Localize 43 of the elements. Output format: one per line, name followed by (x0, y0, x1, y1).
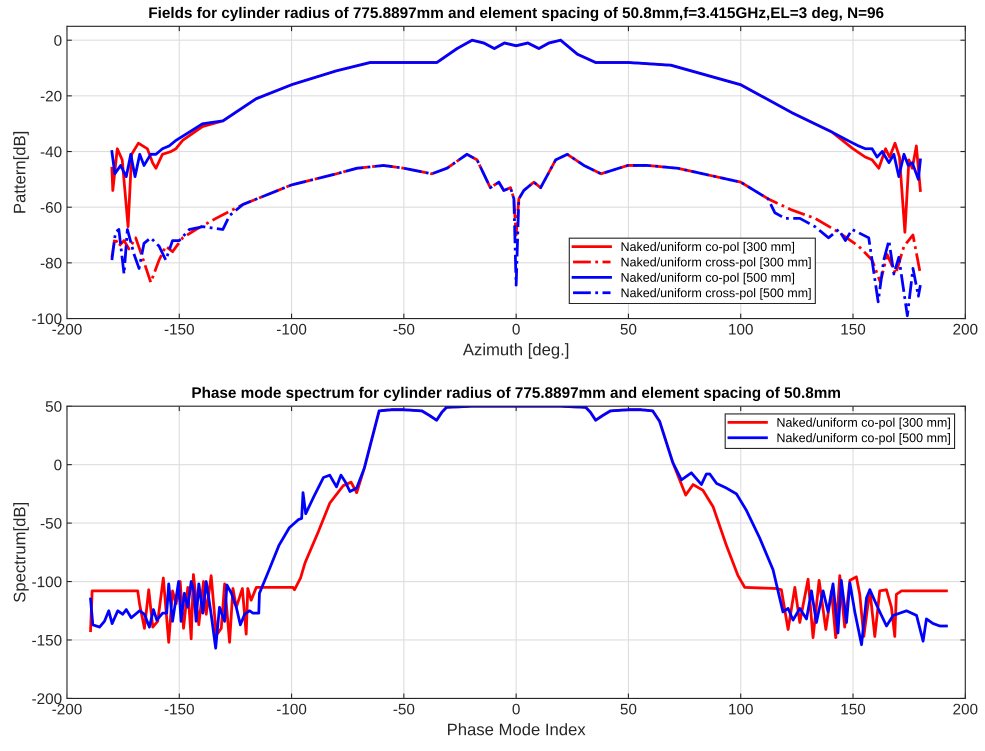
x-tick-label: -150 (164, 704, 194, 715)
x-tick-label: -100 (276, 324, 306, 335)
legend-label: Naked/uniform co-pol [500 mm] (622, 272, 794, 284)
legend-label: Naked/uniform co-pol [300 mm] (777, 418, 950, 430)
legend-label: Naked/uniform cross-pol [300 mm] (622, 257, 811, 269)
legend-label: Naked/uniform cross-pol [500 mm] (622, 288, 811, 300)
x-tick-label: 200 (953, 704, 978, 715)
line-series (110, 152, 922, 284)
y-tick-label: -200 (32, 693, 62, 704)
x-tick-label: 100 (729, 324, 753, 335)
line-series (110, 38, 922, 181)
chart-title: Phase mode spectrum for cylinder radius of 775.8897mm and element spacing of 50.8mm (192, 386, 840, 402)
x-tick-label: 0 (512, 324, 520, 335)
x-tick-label: -50 (393, 704, 414, 715)
x-tick-label: -100 (276, 704, 306, 715)
y-tick-label: -60 (40, 202, 62, 213)
x-tick-label: 150 (841, 324, 866, 335)
x-tick-label: 50 (620, 704, 636, 715)
x-axis-title: Azimuth [deg.] (462, 343, 568, 359)
x-axis-title: Phase Mode Index (448, 723, 586, 736)
x-tick-label: 200 (953, 324, 978, 335)
x-tick-label: 100 (729, 704, 753, 715)
y-tick-label: -40 (40, 146, 62, 158)
x-tick-label: -150 (164, 324, 194, 335)
y-tick-label: -50 (40, 518, 62, 529)
y-tick-label: 50 (46, 401, 62, 412)
y-axis-title: Pattern[dB] (13, 132, 29, 213)
y-tick-label: 0 (54, 460, 62, 470)
y-axis-title: Spectrum[dB] (13, 503, 29, 602)
y-tick-label: -100 (32, 313, 62, 324)
y-tick-label: -80 (40, 258, 62, 269)
x-tick-label: -50 (393, 324, 414, 335)
legend-label: Naked/uniform co-pol [300 mm] (622, 242, 794, 254)
y-tick-label: 0 (54, 35, 62, 46)
legend-label: Naked/uniform co-pol [500 mm] (777, 433, 950, 445)
y-tick-label: -150 (32, 634, 62, 646)
y-tick-label: -20 (40, 90, 62, 102)
x-tick-label: 150 (841, 704, 866, 715)
x-tick-label: 0 (512, 704, 520, 715)
x-tick-label: 50 (620, 324, 636, 335)
y-tick-label: -100 (32, 576, 62, 588)
line-series (110, 152, 922, 318)
chart-title: Fields for cylinder radius of 775.8897mm and element spacing of 50.8mm,f=3.415GHz,EL=3 deg, N=96 (149, 6, 884, 22)
